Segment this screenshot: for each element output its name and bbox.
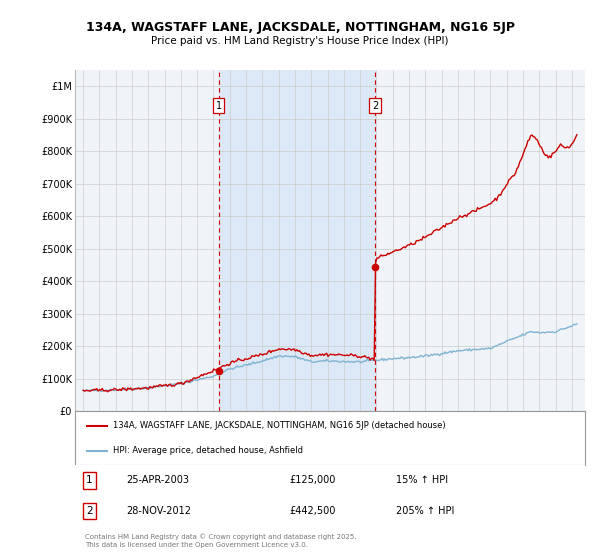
Text: 1: 1 — [215, 101, 222, 111]
Text: 15% ↑ HPI: 15% ↑ HPI — [397, 475, 448, 486]
Text: 134A, WAGSTAFF LANE, JACKSDALE, NOTTINGHAM, NG16 5JP: 134A, WAGSTAFF LANE, JACKSDALE, NOTTINGH… — [86, 21, 515, 34]
Text: 1: 1 — [86, 475, 92, 486]
Text: £442,500: £442,500 — [289, 506, 335, 516]
Text: 28-NOV-2012: 28-NOV-2012 — [126, 506, 191, 516]
Text: 205% ↑ HPI: 205% ↑ HPI — [397, 506, 455, 516]
Text: 2: 2 — [372, 101, 378, 111]
Text: 2: 2 — [86, 506, 92, 516]
Text: 134A, WAGSTAFF LANE, JACKSDALE, NOTTINGHAM, NG16 5JP (detached house): 134A, WAGSTAFF LANE, JACKSDALE, NOTTINGH… — [113, 421, 446, 430]
Bar — [219, 70, 375, 411]
Text: Price paid vs. HM Land Registry's House Price Index (HPI): Price paid vs. HM Land Registry's House … — [151, 36, 449, 46]
Text: £125,000: £125,000 — [289, 475, 335, 486]
Text: Contains HM Land Registry data © Crown copyright and database right 2025.
This d: Contains HM Land Registry data © Crown c… — [85, 533, 356, 548]
Text: 25-APR-2003: 25-APR-2003 — [126, 475, 189, 486]
Text: HPI: Average price, detached house, Ashfield: HPI: Average price, detached house, Ashf… — [113, 446, 303, 455]
